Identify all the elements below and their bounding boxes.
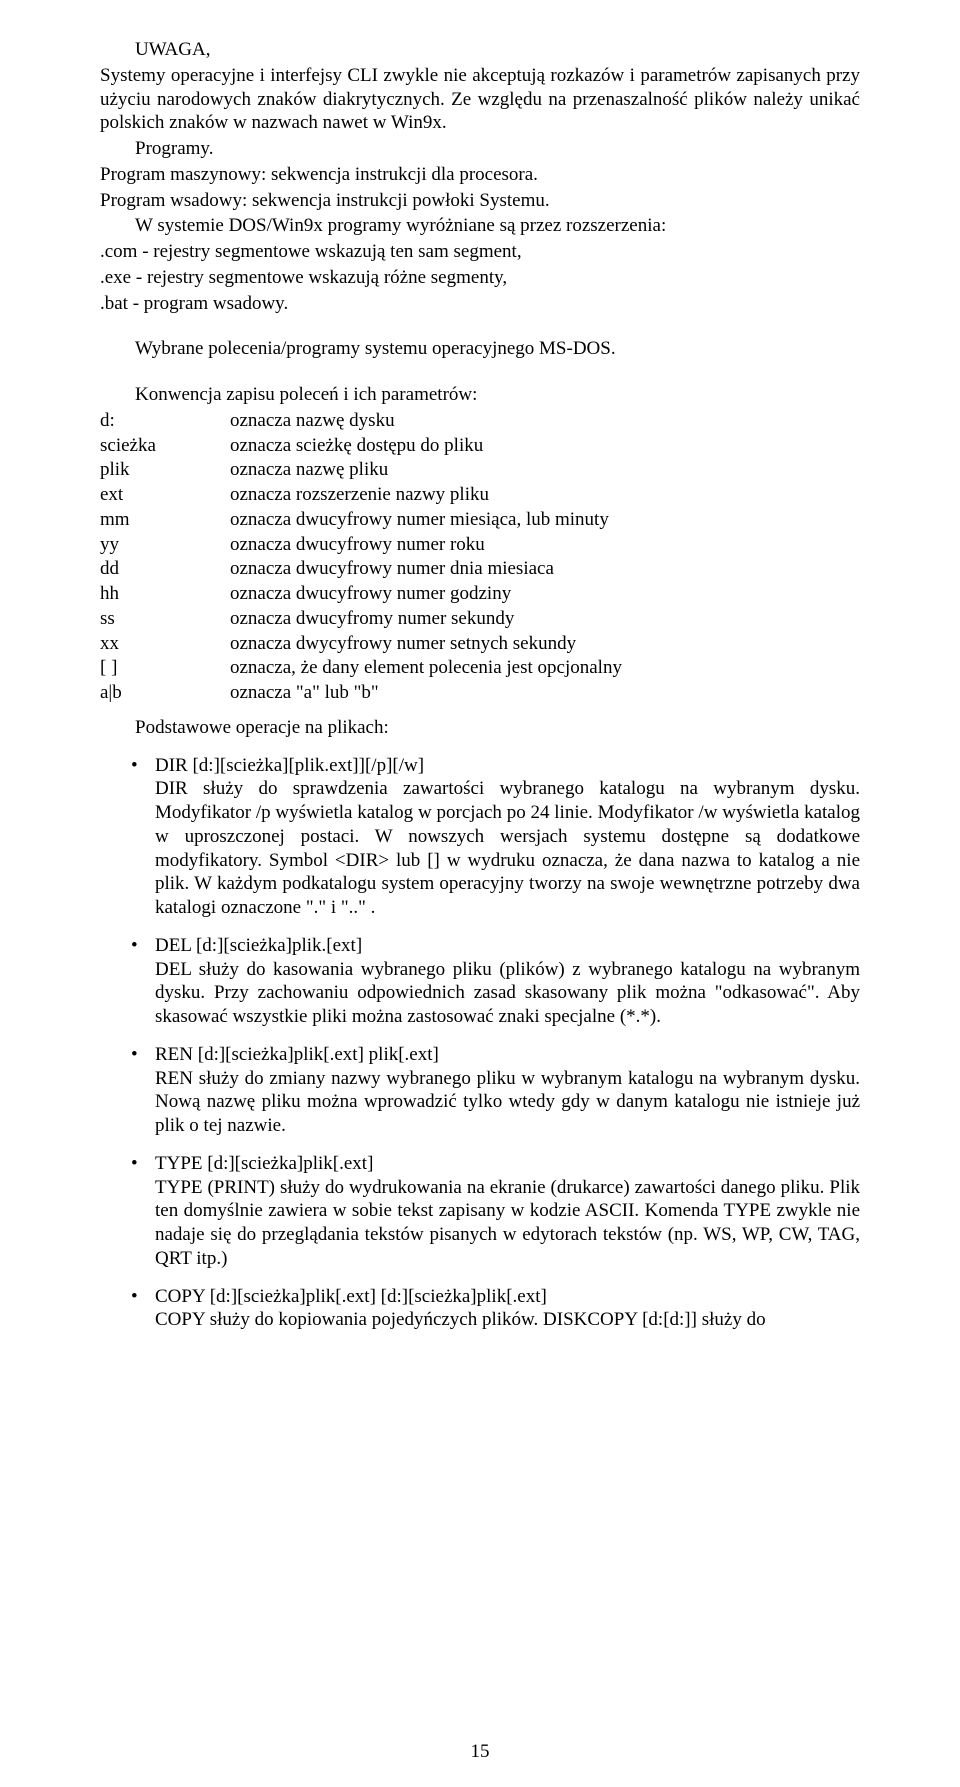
programs-heading: Programy. [100,137,860,161]
command-syntax: COPY [d:][scieżka]plik[.ext] [d:][scieżk… [155,1285,860,1309]
convention-value: oznacza scieżkę dostępu do pliku [230,434,622,459]
convention-key: dd [100,557,230,582]
convention-key: plik [100,458,230,483]
page-number: 15 [0,1741,960,1763]
convention-row: plikoznacza nazwę pliku [100,458,622,483]
command-item: DEL [d:][scieżka]plik.[ext]DEL służy do … [155,934,860,1029]
command-item: DIR [d:][scieżka][plik.ext]][/p][/w]DIR … [155,754,860,920]
command-syntax: DIR [d:][scieżka][plik.ext]][/p][/w] [155,754,860,778]
convention-row: [ ]oznacza, że dany element polecenia je… [100,656,622,681]
command-description: DEL służy do kasowania wybranego pliku (… [155,959,860,1028]
program-batch: Program wsadowy: sekwencja instrukcji po… [100,189,860,213]
convention-row: scieżkaoznacza scieżkę dostępu do pliku [100,434,622,459]
ext-bat: .bat - program wsadowy. [100,292,860,316]
command-item: COPY [d:][scieżka]plik[.ext] [d:][scieżk… [155,1285,860,1333]
convention-value: oznacza dwucyfromy numer sekundy [230,607,622,632]
convention-key: mm [100,508,230,533]
convention-value: oznacza dwycyfrowy numer setnych sekundy [230,632,622,657]
convention-value: oznacza rozszerzenie nazwy pliku [230,483,622,508]
extensions-intro: W systemie DOS/Win9x programy wyróżniane… [100,214,860,238]
convention-value: oznacza, że dany element polecenia jest … [230,656,622,681]
convention-value: oznacza "a" lub "b" [230,681,622,706]
convention-row: hhoznacza dwucyfrowy numer godziny [100,582,622,607]
convention-key: d: [100,409,230,434]
operations-heading: Podstawowe operacje na plikach: [100,716,860,740]
convention-key: a|b [100,681,230,706]
convention-key: ss [100,607,230,632]
convention-key: ext [100,483,230,508]
convention-key: xx [100,632,230,657]
section-title: Wybrane polecenia/programy systemu opera… [100,337,860,361]
convention-value: oznacza nazwę dysku [230,409,622,434]
convention-value: oznacza nazwę pliku [230,458,622,483]
command-item: REN [d:][scieżka]plik[.ext] plik[.ext]RE… [155,1043,860,1138]
command-item: TYPE [d:][scieżka]plik[.ext]TYPE (PRINT)… [155,1152,860,1271]
convention-heading: Konwencja zapisu poleceń i ich parametró… [100,383,860,407]
convention-row: yyoznacza dwucyfrowy numer roku [100,533,622,558]
convention-row: mmoznacza dwucyfrowy numer miesiąca, lub… [100,508,622,533]
ext-com: .com - rejestry segmentowe wskazują ten … [100,240,860,264]
convention-key: scieżka [100,434,230,459]
convention-value: oznacza dwucyfrowy numer godziny [230,582,622,607]
convention-key: hh [100,582,230,607]
ext-exe: .exe - rejestry segmentowe wskazują różn… [100,266,860,290]
page: UWAGA, Systemy operacyjne i interfejsy C… [0,0,960,1787]
intro-paragraph: Systemy operacyjne i interfejsy CLI zwyk… [100,64,860,135]
warning-label: UWAGA, [100,38,860,62]
convention-row: d:oznacza nazwę dysku [100,409,622,434]
convention-row: ssoznacza dwucyfromy numer sekundy [100,607,622,632]
command-syntax: REN [d:][scieżka]plik[.ext] plik[.ext] [155,1043,860,1067]
commands-list: DIR [d:][scieżka][plik.ext]][/p][/w]DIR … [100,754,860,1333]
convention-value: oznacza dwucyfrowy numer dnia miesiaca [230,557,622,582]
convention-value: oznacza dwucyfrowy numer roku [230,533,622,558]
convention-key: yy [100,533,230,558]
convention-key: [ ] [100,656,230,681]
convention-row: a|boznacza "a" lub "b" [100,681,622,706]
convention-table: d:oznacza nazwę dyskuscieżkaoznacza scie… [100,409,622,706]
command-description: REN służy do zmiany nazwy wybranego plik… [155,1068,860,1137]
command-description: DIR służy do sprawdzenia zawartości wybr… [155,778,860,918]
command-syntax: DEL [d:][scieżka]plik.[ext] [155,934,860,958]
command-description: TYPE (PRINT) służy do wydrukowania na ek… [155,1177,860,1269]
convention-row: extoznacza rozszerzenie nazwy pliku [100,483,622,508]
command-syntax: TYPE [d:][scieżka]plik[.ext] [155,1152,860,1176]
convention-value: oznacza dwucyfrowy numer miesiąca, lub m… [230,508,622,533]
program-machine: Program maszynowy: sekwencja instrukcji … [100,163,860,187]
command-description: COPY służy do kopiowania pojedyńczych pl… [155,1309,766,1330]
convention-row: ddoznacza dwucyfrowy numer dnia miesiaca [100,557,622,582]
convention-row: xxoznacza dwycyfrowy numer setnych sekun… [100,632,622,657]
